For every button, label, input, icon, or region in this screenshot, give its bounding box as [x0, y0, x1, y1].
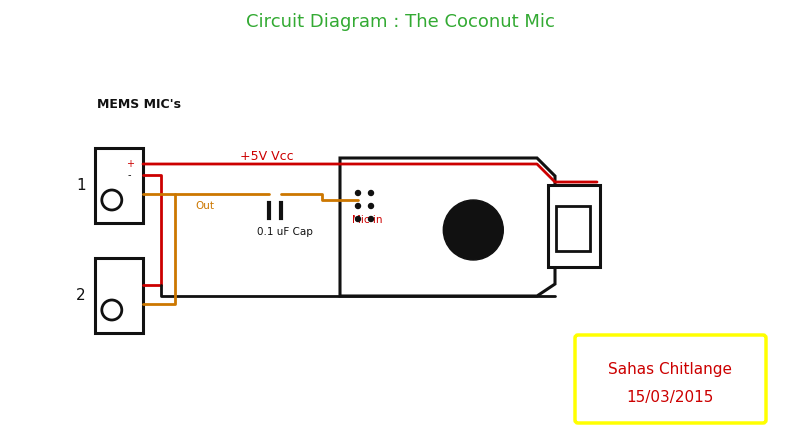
- Circle shape: [369, 203, 374, 209]
- Text: +5V Vcc: +5V Vcc: [240, 149, 294, 163]
- Circle shape: [102, 190, 122, 210]
- Text: Sahas Chitlange: Sahas Chitlange: [609, 362, 733, 377]
- Text: MEMS MIC's: MEMS MIC's: [97, 99, 181, 111]
- Bar: [556, 206, 590, 251]
- Polygon shape: [340, 158, 555, 296]
- Circle shape: [369, 191, 374, 195]
- Circle shape: [355, 217, 361, 221]
- Bar: [95, 148, 143, 223]
- Circle shape: [355, 191, 361, 195]
- FancyBboxPatch shape: [575, 335, 766, 423]
- Text: 2: 2: [76, 288, 86, 303]
- Text: 1: 1: [76, 178, 86, 193]
- Text: Out: Out: [195, 201, 214, 211]
- Circle shape: [369, 217, 374, 221]
- Bar: [548, 185, 600, 267]
- Circle shape: [443, 200, 503, 260]
- Text: Mic in: Mic in: [352, 215, 382, 225]
- Text: Circuit Diagram : The Coconut Mic: Circuit Diagram : The Coconut Mic: [246, 13, 554, 31]
- Bar: [95, 258, 143, 333]
- Text: 15/03/2015: 15/03/2015: [627, 389, 714, 404]
- Circle shape: [355, 203, 361, 209]
- Text: 0.1 uF Cap: 0.1 uF Cap: [257, 227, 313, 237]
- Circle shape: [102, 300, 122, 320]
- Text: +: +: [126, 159, 134, 169]
- Text: -: -: [128, 170, 131, 180]
